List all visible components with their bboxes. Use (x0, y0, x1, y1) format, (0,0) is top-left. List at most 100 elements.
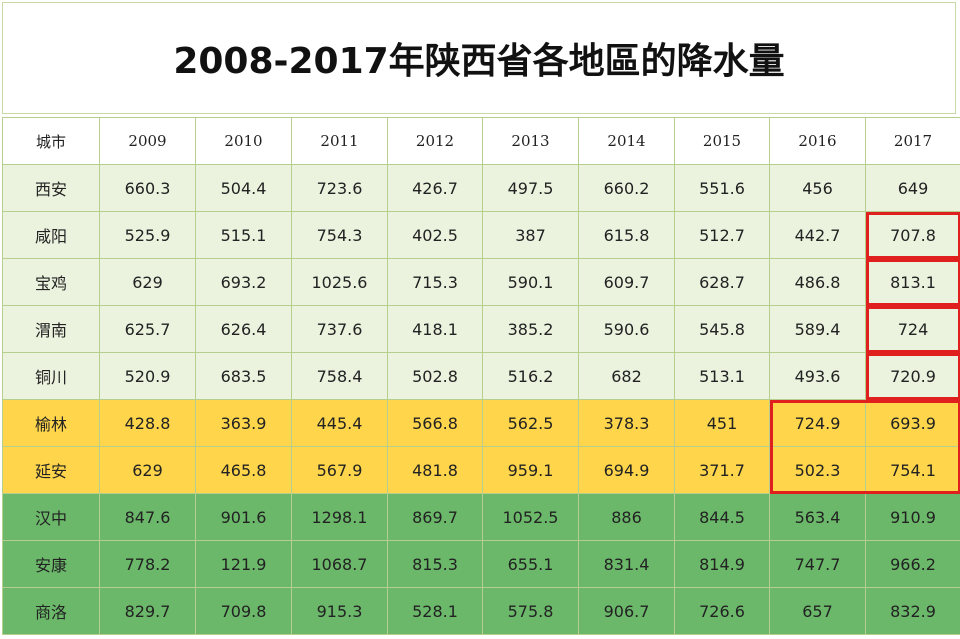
column-header-2011: 2011 (291, 117, 388, 165)
column-header-2015: 2015 (674, 117, 770, 165)
data-cell: 1025.6 (291, 258, 388, 306)
data-cell: 590.6 (578, 305, 675, 353)
data-cell: 754.3 (291, 211, 388, 259)
column-header-2010: 2010 (195, 117, 292, 165)
data-cell: 814.9 (674, 540, 770, 588)
data-cell: 442.7 (769, 211, 866, 259)
data-cell: 445.4 (291, 399, 388, 447)
row-label: 铜川 (2, 352, 100, 400)
data-cell: 915.3 (291, 587, 388, 635)
table-row: 榆林 428.8 363.9 445.4 566.8 562.5 378.3 451 724.9… (2, 399, 960, 447)
table-row: 商洛 829.7 709.8 915.3 528.1 575.8 906.7 726.6 657… (2, 587, 960, 635)
data-cell: 528.1 (387, 587, 483, 635)
data-cell: 562.5 (482, 399, 579, 447)
column-header-2016: 2016 (769, 117, 866, 165)
data-cell: 456 (769, 164, 866, 212)
data-cell: 629 (99, 446, 196, 494)
data-cell: 723.6 (291, 164, 388, 212)
table-row: 汉中 847.6 901.6 1298.1 869.7 1052.5 886 844.5 563… (2, 493, 960, 541)
data-cell: 609.7 (578, 258, 675, 306)
data-cell: 726.6 (674, 587, 770, 635)
table-row: 渭南 625.7 626.4 737.6 418.1 385.2 590.6 545.8 589… (2, 305, 960, 353)
data-cell: 910.9 (865, 493, 960, 541)
data-cell: 959.1 (482, 446, 579, 494)
data-cell: 426.7 (387, 164, 483, 212)
table-row: 延安 629 465.8 567.9 481.8 959.1 694.9 371.7 502.3… (2, 446, 960, 494)
data-cell: 504.4 (195, 164, 292, 212)
table-body: 西安 660.3 504.4 723.6 426.7 497.5 660.2 551.6 456… (2, 164, 960, 635)
data-cell: 829.7 (99, 587, 196, 635)
table-row: 西安 660.3 504.4 723.6 426.7 497.5 660.2 551.6 456… (2, 164, 960, 212)
data-cell: 428.8 (99, 399, 196, 447)
data-cell: 906.7 (578, 587, 675, 635)
precipitation-table: 城市 2009 2010 2011 2012 2013 2014 2015 2016 2017 西… (2, 117, 960, 635)
data-cell: 513.1 (674, 352, 770, 400)
data-cell: 649 (865, 164, 960, 212)
data-cell: 747.7 (769, 540, 866, 588)
data-cell: 682 (578, 352, 675, 400)
row-label: 安康 (2, 540, 100, 588)
data-cell: 516.2 (482, 352, 579, 400)
data-cell: 694.9 (578, 446, 675, 494)
data-cell: 813.1 (865, 258, 960, 306)
data-cell: 831.4 (578, 540, 675, 588)
data-cell: 1068.7 (291, 540, 388, 588)
data-cell: 626.4 (195, 305, 292, 353)
column-header-2017: 2017 (865, 117, 960, 165)
row-label: 榆林 (2, 399, 100, 447)
data-cell: 493.6 (769, 352, 866, 400)
data-cell: 512.7 (674, 211, 770, 259)
data-cell: 901.6 (195, 493, 292, 541)
data-cell: 502.3 (769, 446, 866, 494)
data-cell: 465.8 (195, 446, 292, 494)
data-cell: 709.8 (195, 587, 292, 635)
data-cell: 590.1 (482, 258, 579, 306)
data-cell: 486.8 (769, 258, 866, 306)
table-row: 铜川 520.9 683.5 758.4 502.8 516.2 682 513.1 493.6… (2, 352, 960, 400)
data-cell: 625.7 (99, 305, 196, 353)
chart-title: 2008-2017年陕西省各地區的降水量 (2, 2, 956, 114)
data-cell: 371.7 (674, 446, 770, 494)
data-cell: 1298.1 (291, 493, 388, 541)
column-header-2012: 2012 (387, 117, 483, 165)
data-cell: 566.8 (387, 399, 483, 447)
data-cell: 497.5 (482, 164, 579, 212)
data-cell: 551.6 (674, 164, 770, 212)
data-cell: 567.9 (291, 446, 388, 494)
data-cell: 575.8 (482, 587, 579, 635)
data-cell: 847.6 (99, 493, 196, 541)
data-cell: 693.9 (865, 399, 960, 447)
data-cell: 844.5 (674, 493, 770, 541)
column-header-city: 城市 (2, 117, 100, 165)
data-cell: 563.4 (769, 493, 866, 541)
data-cell: 832.9 (865, 587, 960, 635)
data-cell: 660.3 (99, 164, 196, 212)
row-label: 宝鸡 (2, 258, 100, 306)
data-cell: 525.9 (99, 211, 196, 259)
data-cell: 515.1 (195, 211, 292, 259)
data-cell: 615.8 (578, 211, 675, 259)
data-cell: 121.9 (195, 540, 292, 588)
data-cell: 683.5 (195, 352, 292, 400)
data-cell: 720.9 (865, 352, 960, 400)
column-header-2013: 2013 (482, 117, 579, 165)
data-cell: 815.3 (387, 540, 483, 588)
row-label: 西安 (2, 164, 100, 212)
data-cell: 520.9 (99, 352, 196, 400)
table-row: 安康 778.2 121.9 1068.7 815.3 655.1 831.4 814.9 74… (2, 540, 960, 588)
data-cell: 481.8 (387, 446, 483, 494)
row-label: 渭南 (2, 305, 100, 353)
column-header-2014: 2014 (578, 117, 675, 165)
data-cell: 707.8 (865, 211, 960, 259)
data-cell: 387 (482, 211, 579, 259)
data-cell: 660.2 (578, 164, 675, 212)
data-cell: 629 (99, 258, 196, 306)
data-cell: 1052.5 (482, 493, 579, 541)
data-cell: 715.3 (387, 258, 483, 306)
column-header-2009: 2009 (99, 117, 196, 165)
data-cell: 754.1 (865, 446, 960, 494)
data-cell: 545.8 (674, 305, 770, 353)
data-cell: 724.9 (769, 399, 866, 447)
data-cell: 363.9 (195, 399, 292, 447)
